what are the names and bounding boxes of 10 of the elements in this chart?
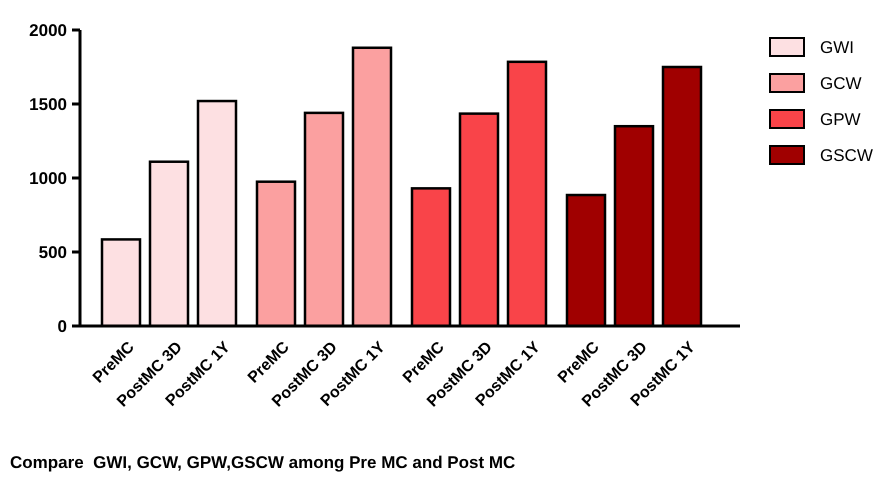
- y-tick-label: 500: [38, 242, 67, 262]
- y-tick-label: 2000: [29, 20, 67, 40]
- y-tick-label: 1000: [29, 168, 67, 188]
- y-tick-label: 1500: [29, 94, 67, 114]
- legend-label: GPW: [820, 110, 861, 129]
- legend-label: GCW: [820, 74, 862, 93]
- text: Compare GWI, GCW, GPW,GSCW among Pre MC and Post MC: [10, 453, 516, 472]
- legend-label: GWI: [820, 38, 854, 57]
- legend-label: GSCW: [820, 146, 873, 165]
- y-tick-label: 0: [58, 316, 67, 336]
